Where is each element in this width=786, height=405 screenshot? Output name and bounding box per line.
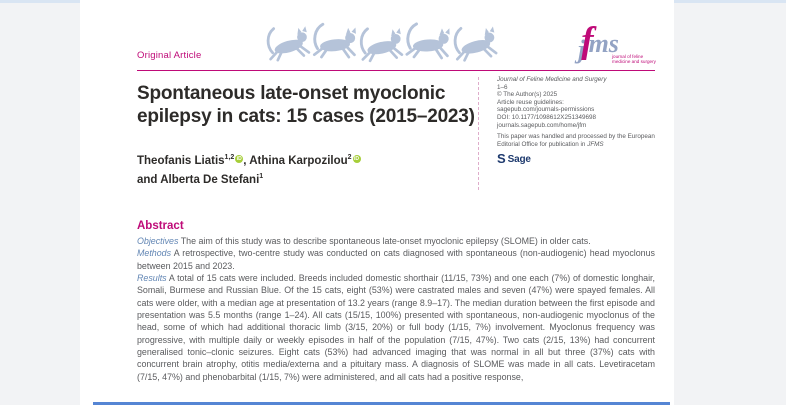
abstract-heading: Abstract xyxy=(137,220,184,232)
jfms-tagline-line2: medicine and surgery xyxy=(612,59,656,65)
copyright-line: © The Author(s) 2025 xyxy=(497,91,558,99)
abstract-methods: Methods A retrospective, two-centre stud… xyxy=(137,247,655,272)
article-type-label: Original Article xyxy=(137,50,202,61)
sage-logo: S Sage xyxy=(497,152,659,166)
abstract-results-label: Results xyxy=(137,273,167,284)
author-and: and xyxy=(137,174,161,187)
reuse-guidelines-link[interactable]: sagepub.com/journals-permissions xyxy=(497,106,595,114)
editorial-note: This paper was handled and processed by … xyxy=(497,133,659,148)
abstract-methods-text: A retrospective, two-centre study was co… xyxy=(137,248,655,271)
editorial-note-text: This paper was handled and processed by … xyxy=(497,133,655,148)
sage-logo-s-icon: S xyxy=(497,151,506,167)
author-separator: , xyxy=(243,154,250,167)
abstract-methods-label: Methods xyxy=(137,248,172,259)
abstract-results-text: A total of 15 cats were included. Breeds… xyxy=(137,273,655,382)
running-cats-banner-icon xyxy=(265,21,498,63)
jfms-logo-letter-j: j xyxy=(578,35,586,64)
jfms-logo-tagline: journal of feline medicine and surgery xyxy=(612,54,656,65)
author-affiliation-sup-2: 2 xyxy=(347,154,352,161)
orcid-icon[interactable]: iD xyxy=(235,154,244,163)
orcid-icon[interactable]: iD xyxy=(352,154,361,163)
page-range: 1–6 xyxy=(497,83,508,91)
abstract-body: Objectives The aim of this study was to … xyxy=(137,235,655,383)
header-dashed-divider xyxy=(478,77,479,190)
header-rule xyxy=(137,70,655,71)
author-line: Theofanis Liatis1,2 iD, Athina Karpozilou… xyxy=(137,150,507,189)
journal-name: Journal of Feline Medicine and Surgery xyxy=(497,76,607,83)
jfms-logo-letters-ms: ms xyxy=(588,29,619,58)
article-title: Spontaneous late-onset myoclonic epileps… xyxy=(137,83,475,127)
bottom-blue-bar xyxy=(93,402,670,405)
sage-logo-wordmark: Sage xyxy=(507,154,531,166)
author-affiliation-sup-1: 1,2 xyxy=(224,154,235,161)
doi-line: DOI: 10.1177/1098612X251349698 xyxy=(497,113,596,121)
jfms-logo-letter-f: f xyxy=(581,20,594,61)
editorial-note-journal: JFMS xyxy=(587,140,604,148)
reuse-guidelines-label: Article reuse guidelines: xyxy=(497,98,564,106)
author-affiliation-sup-3: 1 xyxy=(259,173,264,181)
abstract-results: Results A total of 15 cats were included… xyxy=(137,272,655,383)
abstract-objectives: Objectives The aim of this study was to … xyxy=(137,235,655,247)
jfms-logo: jfms journal of feline medicine and surg… xyxy=(578,22,656,68)
author-name-1: Theofanis Liatis xyxy=(137,154,225,167)
journal-home-link[interactable]: journals.sagepub.com/home/jfm xyxy=(497,121,587,129)
abstract-objectives-label: Objectives xyxy=(137,236,179,246)
author-name-3: Alberta De Stefani xyxy=(160,174,260,187)
author-name-2: Athina Karpozilou xyxy=(249,154,348,167)
jfms-tagline-line1: journal of feline xyxy=(612,54,644,59)
abstract-objectives-text: The aim of this study was to describe sp… xyxy=(178,236,591,246)
journal-metadata: Journal of Feline Medicine and Surgery 1… xyxy=(497,76,659,165)
article-page: Original Article jfms journal of feline … xyxy=(80,0,674,405)
